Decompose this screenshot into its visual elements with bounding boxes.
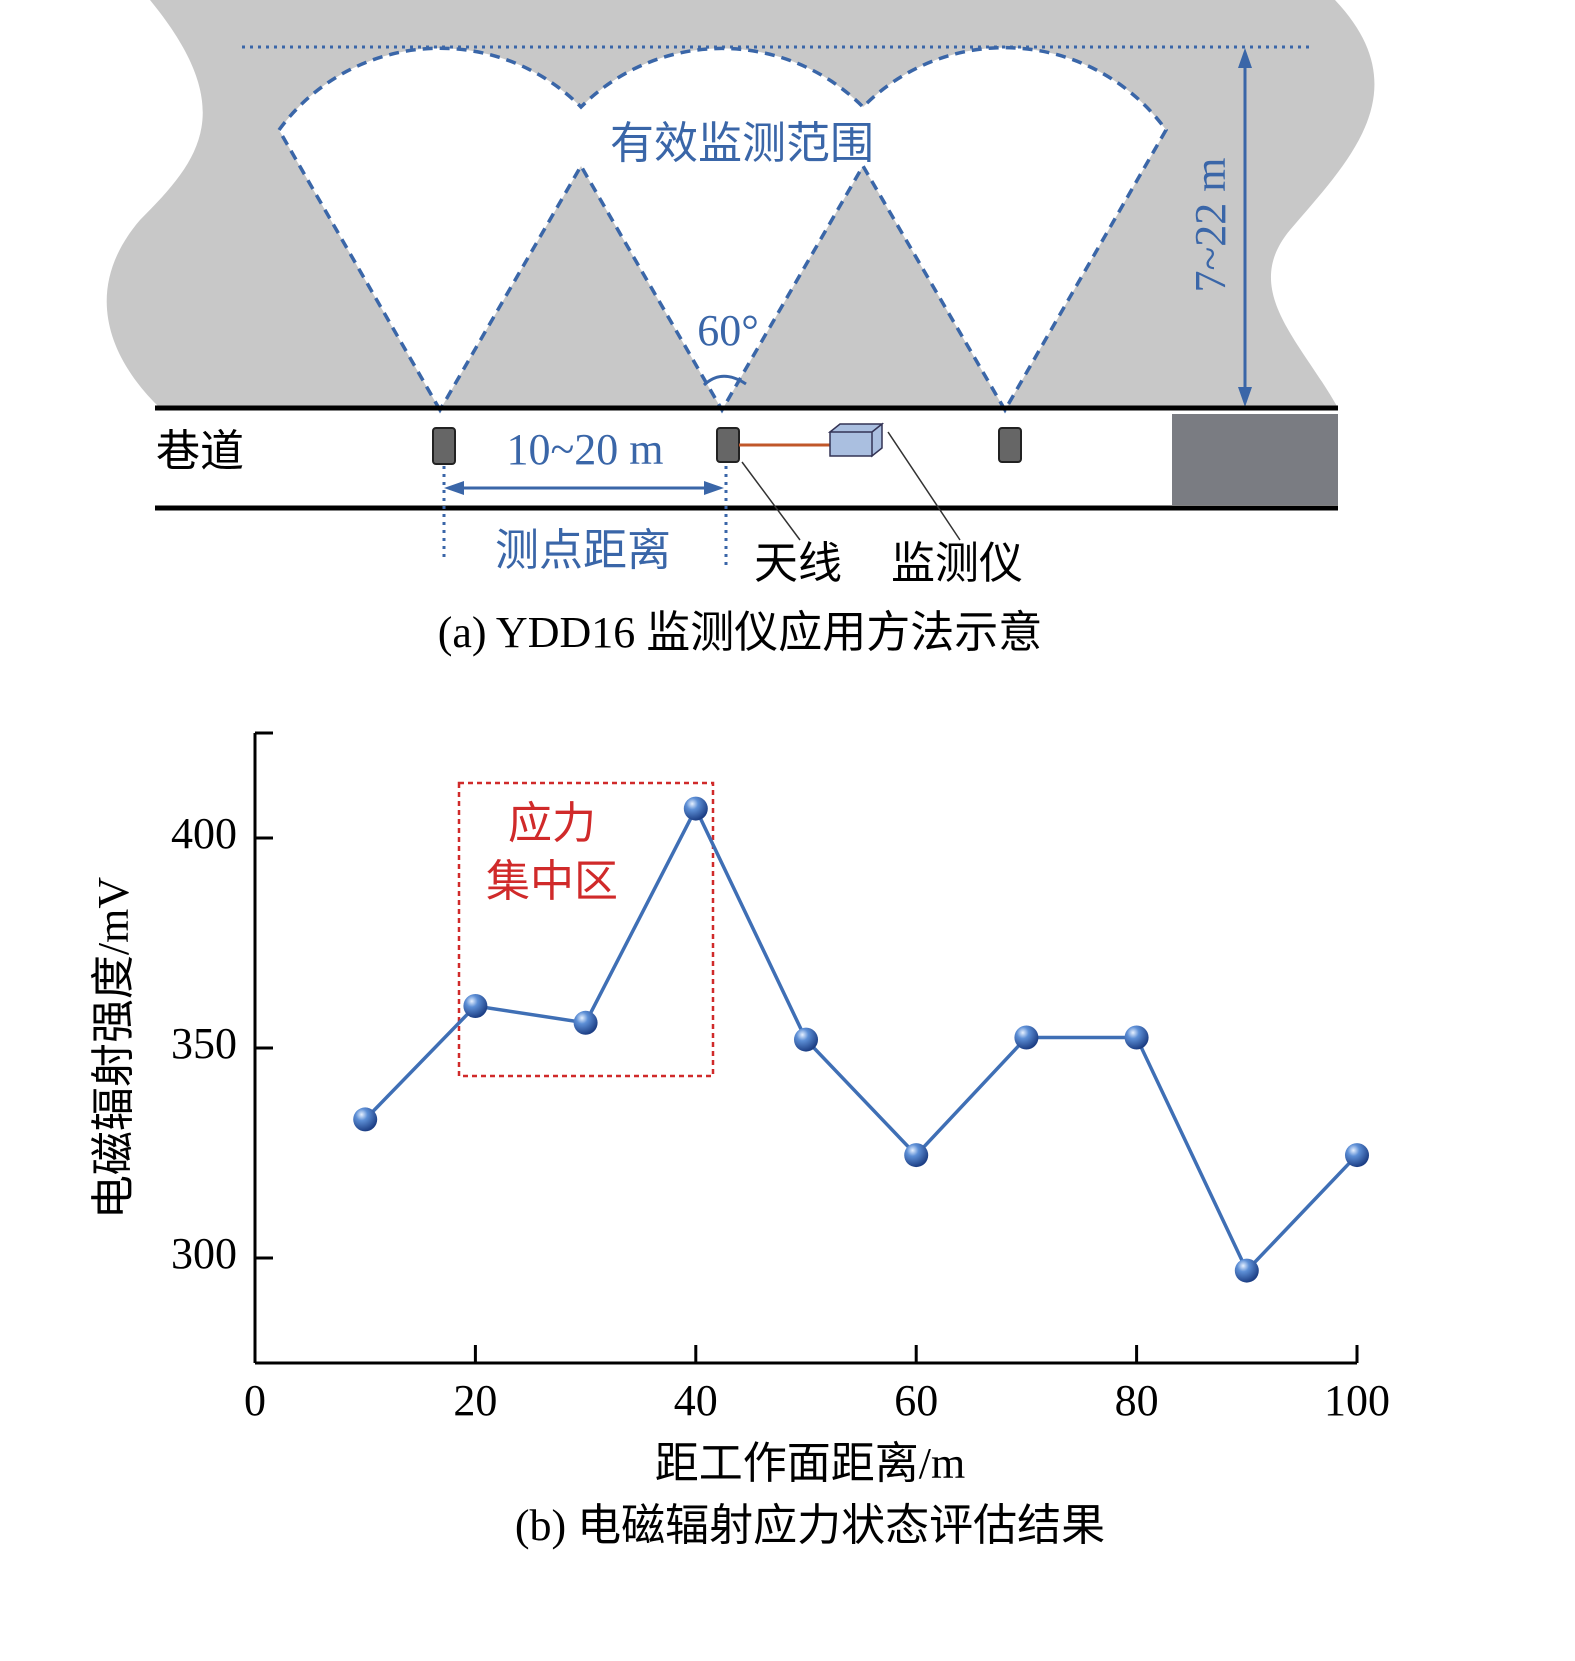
x-tick-label: 80 <box>1115 1376 1159 1425</box>
x-tick-label: 60 <box>894 1376 938 1425</box>
x-tick-label: 40 <box>674 1376 718 1425</box>
leaders <box>741 431 961 541</box>
angle-label: 60° <box>697 306 759 355</box>
chart: 应力 集中区 距工作面距离/m 电磁辐射强度/mV (b) 电磁辐射应力状态评估… <box>89 731 1390 1550</box>
x-axis-title: 距工作面距离/m <box>655 1439 965 1488</box>
point <box>1014 1025 1039 1050</box>
annotation: 集中区 <box>486 857 618 906</box>
x-tick-label: 20 <box>453 1376 497 1425</box>
line <box>363 804 1359 1274</box>
spacing-guides <box>442 466 728 570</box>
point <box>1124 1025 1149 1050</box>
diagram: 7~22 m 有效监测范围 60° 巷道 10~20 m 测点距离 天线 监测仪… <box>106 0 1375 657</box>
spacing-value: 10~20 m <box>506 425 663 474</box>
highlight-box <box>457 781 715 1078</box>
point <box>463 994 488 1018</box>
point <box>794 1027 818 1052</box>
antenna-label: 天线 <box>754 539 842 588</box>
x-tick-label: 0 <box>244 1376 266 1425</box>
monitor-box <box>827 422 885 458</box>
angle-arc <box>702 374 747 387</box>
monitoring-range <box>276 45 1169 414</box>
y-tick-label: 300 <box>171 1229 237 1278</box>
caption: (b) 电磁辐射应力状态评估结果 <box>515 1501 1105 1550</box>
point <box>904 1143 929 1168</box>
y-axis-title: 电磁辐射强度/mV <box>89 877 138 1219</box>
spacing-label: 测点距离 <box>495 526 671 575</box>
y-tick-label: 350 <box>171 1019 237 1068</box>
height-label: 7~22 m <box>1186 157 1235 292</box>
point <box>1234 1258 1259 1283</box>
point <box>573 1010 598 1035</box>
point <box>353 1107 378 1132</box>
caption: (a) YDD16 监测仪应用方法示意 <box>438 608 1043 657</box>
annotation: 应力 <box>508 799 596 848</box>
sensors <box>432 427 1022 465</box>
y-tick-label: 400 <box>171 809 237 858</box>
face <box>1172 414 1338 505</box>
x-tick-label: 100 <box>1324 1376 1390 1425</box>
point <box>1345 1143 1369 1168</box>
range-label: 有效监测范围 <box>610 119 874 168</box>
monitor-label: 监测仪 <box>891 539 1023 588</box>
tunnel-label: 巷道 <box>156 427 244 476</box>
point <box>683 796 708 821</box>
